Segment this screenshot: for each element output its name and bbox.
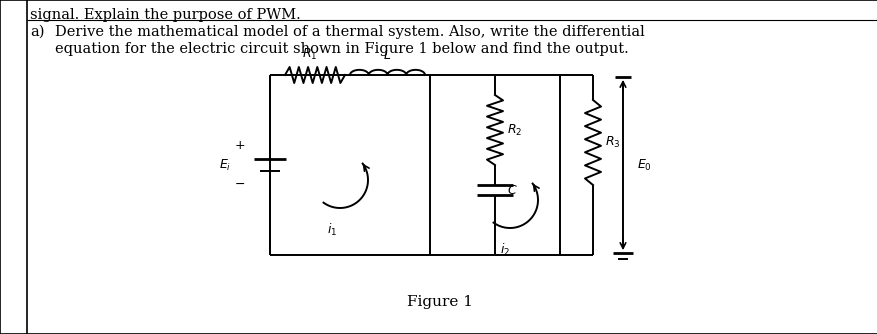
Text: $E_i$: $E_i$ bbox=[218, 157, 231, 173]
Text: $C$: $C$ bbox=[506, 183, 517, 196]
Text: +: + bbox=[234, 139, 245, 152]
Text: Derive the mathematical model of a thermal system. Also, write the differential: Derive the mathematical model of a therm… bbox=[55, 25, 644, 39]
Text: $i_1$: $i_1$ bbox=[326, 222, 337, 238]
Text: $i_2$: $i_2$ bbox=[499, 242, 510, 258]
Text: $R_3$: $R_3$ bbox=[604, 135, 620, 150]
Text: $R_1$: $R_1$ bbox=[302, 47, 317, 62]
Text: $R_2$: $R_2$ bbox=[506, 123, 522, 138]
Text: $E_0$: $E_0$ bbox=[637, 157, 651, 173]
Text: equation for the electric circuit shown in Figure 1 below and find the output.: equation for the electric circuit shown … bbox=[55, 42, 628, 56]
Text: $L$: $L$ bbox=[383, 49, 391, 62]
Text: a): a) bbox=[30, 25, 45, 39]
Text: Figure 1: Figure 1 bbox=[407, 295, 473, 309]
Text: $-$: $-$ bbox=[234, 176, 246, 189]
Text: signal. Explain the purpose of PWM.: signal. Explain the purpose of PWM. bbox=[30, 8, 301, 22]
